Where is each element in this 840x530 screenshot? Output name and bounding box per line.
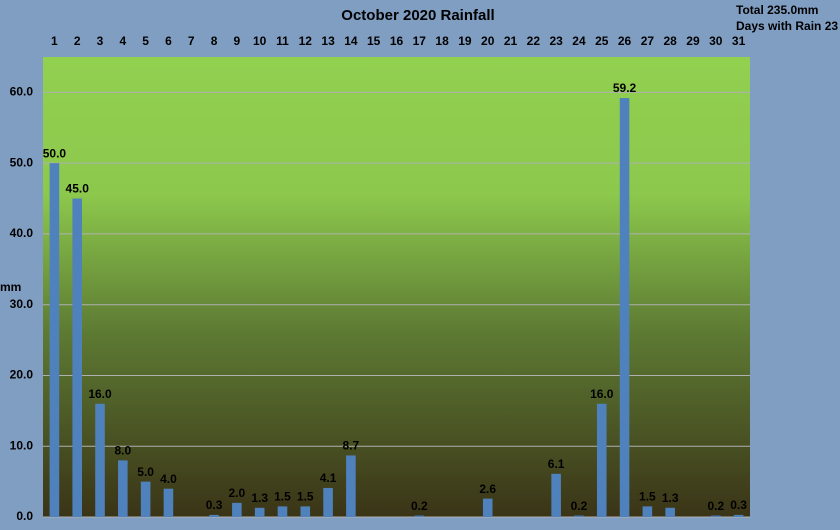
bar xyxy=(232,502,242,517)
bar xyxy=(300,506,311,517)
bar xyxy=(140,481,151,517)
bar xyxy=(482,498,493,517)
bar xyxy=(163,488,174,517)
data-label: 1.3 xyxy=(251,491,268,505)
x-tick-label: 29 xyxy=(686,34,700,48)
bar xyxy=(323,487,333,517)
bar xyxy=(551,473,561,517)
x-tick-label: 13 xyxy=(321,34,335,48)
data-label: 1.5 xyxy=(297,490,314,504)
data-label: 50.0 xyxy=(43,146,67,160)
data-label: 0.2 xyxy=(571,499,588,513)
x-tick-label: 7 xyxy=(188,34,195,48)
bar xyxy=(209,514,219,517)
bar xyxy=(619,98,630,518)
y-tick-label: 30.0 xyxy=(10,297,34,311)
x-tick-label: 12 xyxy=(299,34,313,48)
data-label: 5.0 xyxy=(137,465,154,479)
x-tick-label: 17 xyxy=(413,34,427,48)
annotation: Days with Rain 23 xyxy=(736,19,838,33)
x-tick-label: 20 xyxy=(481,34,495,48)
x-tick-label: 2 xyxy=(74,34,81,48)
x-tick-label: 3 xyxy=(97,34,104,48)
bar xyxy=(95,403,105,517)
x-tick-label: 11 xyxy=(276,34,289,48)
data-label: 45.0 xyxy=(66,182,90,196)
x-tick-label: 23 xyxy=(549,34,563,48)
bar xyxy=(49,163,60,517)
y-tick-label: 0.0 xyxy=(16,509,33,523)
data-label: 16.0 xyxy=(590,387,614,401)
bar xyxy=(414,515,425,517)
bar xyxy=(346,455,356,517)
data-label: 1.5 xyxy=(274,490,291,504)
x-tick-label: 19 xyxy=(458,34,472,48)
y-tick-label: 50.0 xyxy=(10,155,34,169)
data-label: 0.3 xyxy=(206,498,223,512)
data-label: 2.0 xyxy=(229,486,246,500)
x-tick-label: 24 xyxy=(572,34,586,48)
data-label: 6.1 xyxy=(548,457,565,471)
x-tick-label: 8 xyxy=(211,34,218,48)
bar xyxy=(277,506,288,517)
x-tick-label: 18 xyxy=(435,34,449,48)
bar xyxy=(642,506,653,517)
x-tick-label: 27 xyxy=(641,34,655,48)
bar xyxy=(254,507,265,517)
x-tick-label: 21 xyxy=(504,34,518,48)
data-label: 8.0 xyxy=(114,444,131,458)
bar xyxy=(72,198,82,518)
x-tick-label: 4 xyxy=(119,34,126,48)
x-tick-label: 31 xyxy=(732,34,746,48)
y-tick-label: 60.0 xyxy=(10,85,34,99)
x-tick-label: 14 xyxy=(344,34,358,48)
data-label: 16.0 xyxy=(88,387,112,401)
bar xyxy=(118,460,128,517)
x-tick-label: 9 xyxy=(234,34,241,48)
x-tick-label: 1 xyxy=(51,34,58,48)
data-label: 8.7 xyxy=(343,439,360,453)
x-tick-label: 30 xyxy=(709,34,723,48)
x-tick-label: 15 xyxy=(367,34,381,48)
data-label: 4.1 xyxy=(320,471,337,485)
data-label: 0.2 xyxy=(707,499,724,513)
bar xyxy=(574,515,584,517)
plot-area xyxy=(43,57,750,517)
x-tick-label: 10 xyxy=(253,34,267,48)
data-label: 2.6 xyxy=(479,482,496,496)
data-label: 59.2 xyxy=(613,81,637,95)
x-tick-label: 26 xyxy=(618,34,632,48)
y-axis-label: mm xyxy=(0,280,21,294)
annotation: Total 235.0mm xyxy=(736,3,818,17)
x-tick-label: 22 xyxy=(527,34,541,48)
y-tick-label: 20.0 xyxy=(10,368,34,382)
x-tick-label: 25 xyxy=(595,34,609,48)
chart-title: October 2020 Rainfall xyxy=(341,7,494,24)
bar xyxy=(596,403,607,517)
bar xyxy=(711,515,721,517)
y-tick-label: 10.0 xyxy=(10,438,34,452)
x-tick-label: 5 xyxy=(142,34,149,48)
data-label: 0.2 xyxy=(411,499,428,513)
data-label: 4.0 xyxy=(160,472,177,486)
x-tick-label: 28 xyxy=(663,34,677,48)
bar xyxy=(665,507,675,517)
data-label: 1.3 xyxy=(662,491,679,505)
data-label: 0.3 xyxy=(730,498,747,512)
x-tick-label: 16 xyxy=(390,34,404,48)
bar xyxy=(733,514,744,517)
data-label: 1.5 xyxy=(639,490,656,504)
y-tick-label: 40.0 xyxy=(10,226,34,240)
x-tick-label: 6 xyxy=(165,34,172,48)
